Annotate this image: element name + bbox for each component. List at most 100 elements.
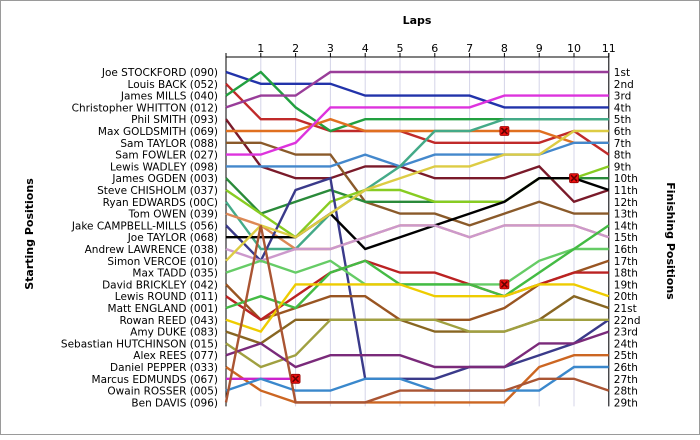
series-line-25 (225, 330, 610, 369)
series-line-8 (226, 94, 609, 156)
series-line-12 (225, 117, 609, 251)
finish-position-label: 17th (614, 256, 638, 268)
finish-position-label: 25th (614, 350, 638, 362)
series-line-16 (225, 224, 610, 263)
series-line-29 (224, 225, 610, 404)
finish-position-label: 29th (614, 397, 638, 409)
finish-position-label: 21st (614, 303, 637, 315)
finish-position-label: 13th (614, 209, 638, 221)
finish-position-label: 22nd (614, 315, 641, 327)
start-driver-label: Christopher WHITTON (012) (72, 102, 218, 114)
finish-position-label: 12th (614, 197, 638, 209)
lap-tick-label: 10 (567, 42, 581, 55)
start-driver-label: Amy DUKE (083) (130, 327, 218, 339)
finish-position-label: 6th (614, 126, 631, 138)
retirement-marker-4 (290, 373, 301, 384)
series-line-4 (225, 70, 609, 109)
finish-position-label: 8th (614, 150, 631, 162)
start-driver-label: Sebastian HUTCHINSON (015) (61, 338, 218, 350)
start-driver-label: Owain ROSSER (005) (107, 386, 218, 398)
lap-tick-label: 7 (466, 42, 473, 55)
finish-position-label: 5th (614, 114, 631, 126)
lap-tick-label: 3 (327, 42, 334, 55)
finish-position-label: 20th (614, 291, 638, 303)
series-line-14 (225, 176, 610, 380)
series-line-15 (226, 176, 610, 251)
lap-tick-label: 6 (431, 42, 438, 55)
start-driver-label: Marcus EDMUNDS (067) (92, 374, 218, 386)
start-driver-label: James MILLS (040) (120, 91, 218, 103)
finish-position-label: 7th (614, 138, 631, 150)
finish-position-label: 2nd (614, 79, 634, 91)
x-axis-title: Laps (403, 14, 432, 27)
start-driver-label: David BRICKLEY (042) (102, 279, 218, 291)
position-lines (224, 70, 610, 404)
start-driver-label: Lewis WADLEY (098) (110, 161, 218, 173)
finish-position-label: 23rd (614, 327, 638, 339)
finish-position-label: 18th (614, 268, 638, 280)
finish-position-label: 27th (614, 374, 638, 386)
series-line-2 (225, 82, 610, 156)
lap-tick-label: 4 (362, 42, 369, 55)
finish-position-label: 9th (614, 161, 631, 173)
finish-position-label: 4th (614, 102, 631, 114)
start-driver-label: Sam TAYLOR (088) (120, 138, 218, 150)
finish-position-label: 14th (614, 220, 638, 232)
finish-position-label: 10th (614, 173, 638, 185)
series-line-6 (226, 117, 609, 145)
start-driver-label: Sam FOWLER (027) (115, 150, 218, 162)
start-driver-label: Simon VERCOE (010) (107, 256, 218, 268)
start-driver-label: Andrew LAWRENCE (038) (85, 244, 218, 256)
series-line-26 (225, 354, 609, 404)
retirement-marker-1 (499, 126, 510, 136)
finish-position-label: 28th (614, 386, 638, 398)
series-line-21 (225, 224, 610, 310)
finish-position-label: 16th (614, 244, 638, 256)
series-line-9 (226, 141, 609, 168)
start-driver-label: Tom OWEN (039) (128, 209, 218, 221)
retirement-marker-3 (499, 279, 510, 290)
lap-tick-label: 8 (501, 42, 508, 55)
series-line-7 (226, 141, 609, 227)
start-driver-label: Joe TAYLOR (068) (127, 232, 218, 244)
finish-position-label: 19th (614, 279, 638, 291)
start-driver-label: Matt ENGLAND (001) (108, 303, 218, 315)
finish-position-label: 15th (614, 232, 638, 244)
finish-position-label: 26th (614, 362, 638, 374)
series-line-23 (225, 294, 610, 345)
start-driver-label: Daniel PEPPER (033) (110, 362, 218, 374)
finish-position-label: 24th (614, 338, 638, 350)
lap-tick-label: 1 (257, 42, 264, 55)
start-driver-label: Rowan REED (043) (120, 315, 218, 327)
lap-tick-label: 11 (602, 42, 616, 55)
start-driver-label: Louis BACK (052) (128, 79, 218, 91)
retirement-marker-2 (569, 173, 579, 184)
series-line-22 (225, 283, 610, 334)
start-driver-label: Jake CAMPBELL-MILLS (056) (71, 220, 218, 232)
y-axis-right-title: Finishing Positions (664, 182, 677, 300)
lap-tick-label: 9 (536, 42, 543, 55)
retirement-markers (290, 126, 579, 384)
start-driver-label: Ryan EDWARDS (00C) (103, 197, 218, 209)
start-driver-label: Joe STOCKFORD (090) (101, 67, 218, 79)
start-driver-label: Alex REES (077) (133, 350, 218, 362)
labels: Joe STOCKFORD (090)Louis BACK (052)James… (61, 67, 641, 409)
finish-position-label: 11th (614, 185, 638, 197)
series-line-1 (225, 70, 609, 109)
series-line-20 (225, 259, 609, 322)
start-driver-label: Max TADD (035) (132, 268, 218, 280)
start-driver-label: James OGDEN (003) (111, 173, 218, 185)
start-driver-label: Steve CHISHOLM (037) (97, 185, 218, 197)
y-axis-left-title: Starting Positions (23, 178, 36, 290)
start-driver-label: Phil SMITH (093) (131, 114, 218, 126)
finish-position-label: 3rd (614, 91, 631, 103)
start-driver-label: Max GOLDSMITH (069) (98, 126, 218, 138)
series-line-24 (225, 318, 609, 369)
lap-tick-label: 2 (292, 42, 299, 55)
finish-position-label: 1st (614, 67, 630, 79)
start-driver-label: Ben DAVIS (096) (131, 397, 218, 409)
lap-tick-label: 5 (397, 42, 404, 55)
start-driver-label: Lewis ROUND (011) (115, 291, 218, 303)
